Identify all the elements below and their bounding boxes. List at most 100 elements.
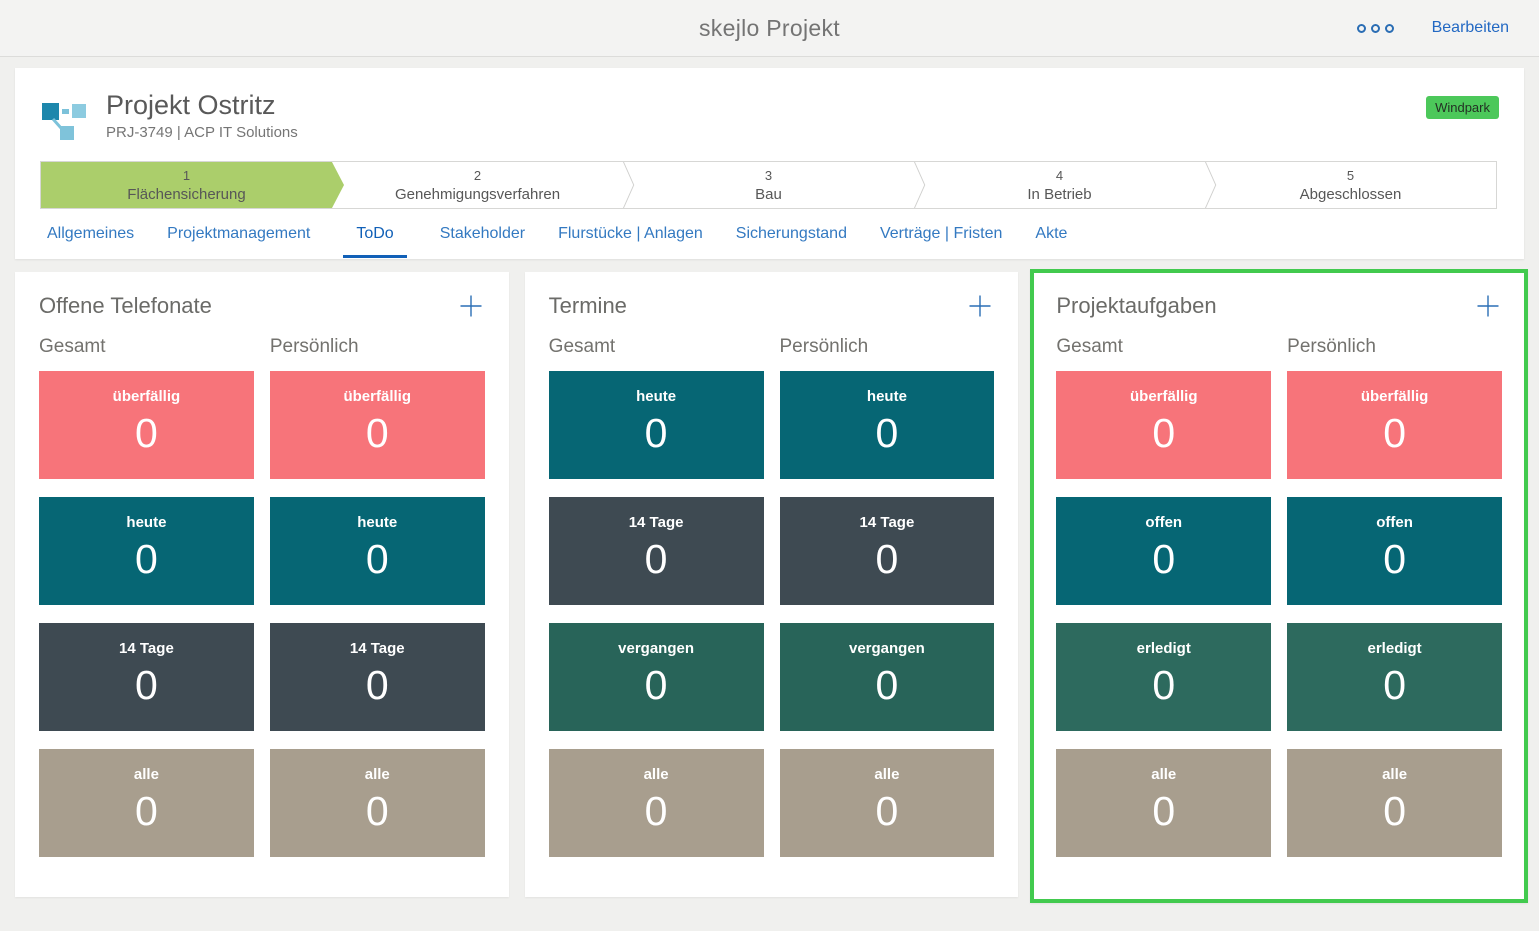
stage-number: 2 [473, 167, 482, 183]
tile-termine-alle-persoenlich[interactable]: alle 0 [779, 749, 995, 857]
tile-telefonate-alle-persoenlich[interactable]: alle 0 [269, 749, 485, 857]
ellipsis-dot [1356, 23, 1366, 33]
tile-telefonate-alle-gesamt[interactable]: alle 0 [39, 749, 254, 857]
process-flow: 1 Flächensicherung 2 Genehmigungsverfahr… [40, 161, 1497, 209]
tile-value: 0 [644, 788, 668, 834]
column-labels: Gesamt Persönlich [39, 336, 485, 358]
tab-akte[interactable]: Akte [1035, 225, 1068, 242]
tile-aufgaben-ueberfaellig-persoenlich[interactable]: überfällig 0 [1287, 371, 1503, 479]
plus-icon[interactable] [1474, 292, 1502, 320]
tile-value: 0 [1152, 662, 1176, 708]
stage-label: In Betrieb [1027, 185, 1092, 203]
tile-telefonate-heute-gesamt[interactable]: heute 0 [39, 497, 254, 605]
tile-termine-heute-persoenlich[interactable]: heute 0 [779, 371, 995, 479]
stage-label: Abgeschlossen [1299, 185, 1402, 203]
stage-number: 5 [1346, 167, 1355, 183]
tile-termine-vergangen-gesamt[interactable]: vergangen 0 [548, 623, 764, 731]
stage-number: 4 [1055, 167, 1064, 183]
ellipsis-dot [1370, 23, 1380, 33]
tile-label: offen [1376, 514, 1413, 531]
tab-allgemeines[interactable]: Allgemeines [47, 225, 135, 242]
tile-termine-vergangen-persoenlich[interactable]: vergangen 0 [779, 623, 995, 731]
edit-button[interactable]: Bearbeiten [1431, 19, 1509, 36]
tile-termine-alle-gesamt[interactable]: alle 0 [548, 749, 764, 857]
tab-stakeholder[interactable]: Stakeholder [439, 225, 526, 242]
column-labels: Gesamt Persönlich [549, 336, 995, 358]
tile-label: erledigt [1367, 640, 1422, 657]
column-label-persoenlich: Persönlich [269, 336, 359, 357]
column-label-gesamt: Gesamt [548, 336, 616, 357]
process-stage-flaechensicherung[interactable]: 1 Flächensicherung [41, 162, 344, 208]
process-stage-abgeschlossen[interactable]: 5 Abgeschlossen [1205, 162, 1496, 208]
stage-label: Bau [755, 185, 782, 203]
tile-aufgaben-erledigt-gesamt[interactable]: erledigt 0 [1056, 623, 1272, 731]
card-header: Projektaufgaben [1056, 292, 1502, 320]
tile-label: alle [133, 766, 159, 783]
tile-termine-14tage-persoenlich[interactable]: 14 Tage 0 [779, 497, 995, 605]
tile-value: 0 [1383, 788, 1406, 834]
tile-termine-14tage-gesamt[interactable]: 14 Tage 0 [548, 497, 764, 605]
tile-aufgaben-alle-gesamt[interactable]: alle 0 [1056, 749, 1272, 857]
tile-aufgaben-erledigt-persoenlich[interactable]: erledigt 0 [1287, 623, 1503, 731]
tile-label: alle [1151, 766, 1177, 783]
tile-value: 0 [1383, 410, 1406, 456]
stage-label: Flächensicherung [127, 185, 246, 203]
card-offene-telefonate: Offene Telefonate Gesamt Persönlich über… [15, 272, 509, 897]
category-badge: Windpark [1426, 96, 1499, 119]
process-stage-genehmigungsverfahren[interactable]: 2 Genehmigungsverfahren [332, 162, 623, 208]
column-label-persoenlich: Persönlich [779, 336, 869, 357]
tile-label: 14 Tage [119, 640, 174, 657]
process-stage-bau[interactable]: 3 Bau [623, 162, 914, 208]
record-title: Projekt Ostritz [106, 90, 276, 120]
tab-flurstuecke-anlagen[interactable]: Flurstücke | Anlagen [558, 225, 703, 242]
tile-label: 14 Tage [859, 514, 915, 531]
card-header: Termine [549, 292, 995, 320]
tile-aufgaben-ueberfaellig-gesamt[interactable]: überfällig 0 [1056, 371, 1272, 479]
card-title: Offene Telefonate [39, 293, 212, 318]
tile-label: 14 Tage [349, 640, 405, 657]
tile-value: 0 [365, 536, 389, 582]
more-options-icon[interactable] [1356, 23, 1394, 33]
tile-label: überfällig [1130, 388, 1198, 405]
tile-telefonate-14tage-gesamt[interactable]: 14 Tage 0 [39, 623, 254, 731]
tile-telefonate-ueberfaellig-gesamt[interactable]: überfällig 0 [39, 371, 254, 479]
tile-telefonate-ueberfaellig-persoenlich[interactable]: überfällig 0 [269, 371, 485, 479]
record-subtitle: PRJ-3749 | ACP IT Solutions [106, 124, 298, 142]
tab-vertraege-fristen[interactable]: Verträge | Fristen [879, 225, 1003, 242]
record-titles: Projekt Ostritz PRJ-3749 | ACP IT Soluti… [106, 90, 298, 141]
record-header: Projekt Ostritz PRJ-3749 | ACP IT Soluti… [15, 68, 1524, 159]
tile-value: 0 [644, 662, 668, 708]
tab-projektmanagement[interactable]: Projektmanagement [167, 225, 311, 242]
linked-squares-icon [40, 90, 88, 145]
tile-value: 0 [1383, 536, 1406, 582]
column-labels: Gesamt Persönlich [1056, 336, 1502, 358]
tile-label: offen [1145, 514, 1183, 531]
plus-icon[interactable] [966, 292, 994, 320]
ellipsis-dot [1384, 23, 1394, 33]
tile-telefonate-heute-persoenlich[interactable]: heute 0 [269, 497, 485, 605]
tile-label: erledigt [1136, 640, 1191, 657]
process-stage-in-betrieb[interactable]: 4 In Betrieb [914, 162, 1205, 208]
tile-aufgaben-offen-persoenlich[interactable]: offen 0 [1287, 497, 1503, 605]
tile-value: 0 [365, 662, 389, 708]
tile-label: überfällig [112, 388, 181, 405]
chevron-separator [914, 185, 926, 208]
tile-label: 14 Tage [628, 514, 684, 531]
tab-sicherungstand[interactable]: Sicherungstand [735, 225, 847, 242]
tile-value: 0 [135, 410, 158, 456]
plus-icon[interactable] [457, 292, 485, 320]
tile-label: heute [866, 388, 907, 405]
card-header: Offene Telefonate [39, 292, 485, 320]
tab-todo[interactable]: ToDo [343, 225, 407, 258]
tile-termine-heute-gesamt[interactable]: heute 0 [548, 371, 764, 479]
tile-aufgaben-alle-persoenlich[interactable]: alle 0 [1287, 749, 1503, 857]
card-title: Projektaufgaben [1056, 293, 1217, 318]
tile-value: 0 [644, 410, 668, 456]
tile-telefonate-14tage-persoenlich[interactable]: 14 Tage 0 [269, 623, 485, 731]
tile-label: überfällig [1360, 388, 1429, 405]
tile-aufgaben-offen-gesamt[interactable]: offen 0 [1056, 497, 1272, 605]
tile-label: heute [126, 514, 167, 531]
card-projektaufgaben: Projektaufgaben Gesamt Persönlich überfä… [1030, 269, 1529, 903]
tile-label: alle [643, 766, 669, 783]
tile-value: 0 [1152, 788, 1176, 834]
